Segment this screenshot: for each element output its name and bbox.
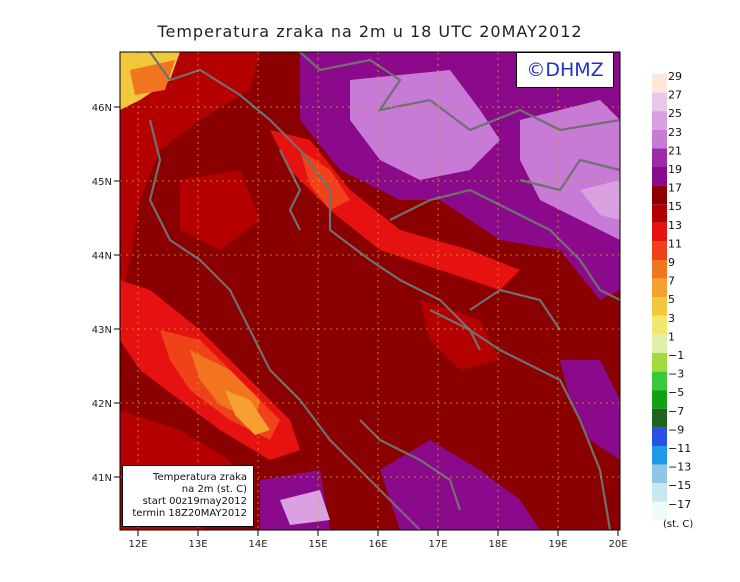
lat-label: 45N [92,177,112,188]
lon-label: 20E [608,539,627,550]
info-line: na 2m (st. C) [181,484,247,495]
info-box: Temperatura zraka na 2m (st. C) start 00… [122,465,254,527]
coastline [148,52,620,530]
lon-label: 18E [488,539,507,550]
map-title: Temperatura zraka na 2m u 18 UTC 20MAY20… [157,22,583,41]
graticule [120,52,620,530]
lat-label: 41N [92,473,112,484]
lat-label: 44N [92,251,112,262]
info-line: Temperatura zraka [153,472,247,483]
map-frame [119,51,621,531]
lon-label: 13E [188,539,207,550]
lon-label: 14E [248,539,267,550]
info-line: termin 18Z20MAY2012 [132,508,247,519]
legend-unit: (st. C) [663,519,694,530]
lon-label: 16E [368,539,387,550]
lon-label: 17E [428,539,447,550]
lat-label: 43N [92,325,112,336]
dhmz-logo: ©DHMZ [516,52,614,88]
lat-label: 42N [92,399,112,410]
lon-label: 19E [548,539,567,550]
axis-ticks [114,106,619,536]
lon-label: 15E [308,539,327,550]
lat-label: 46N [92,103,112,114]
info-line: start 00z19may2012 [142,496,247,507]
temperature-field [120,52,620,530]
lon-label: 12E [128,539,147,550]
